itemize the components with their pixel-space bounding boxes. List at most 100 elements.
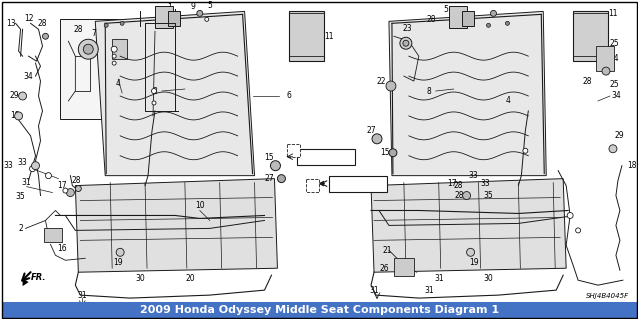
Text: 2009 Honda Odyssey Middle Seat Components Diagram 1: 2009 Honda Odyssey Middle Seat Component… (140, 305, 499, 315)
Text: B-40-46: B-40-46 (307, 152, 346, 161)
Bar (394, 258, 414, 276)
Circle shape (120, 21, 124, 25)
Text: 25: 25 (609, 79, 619, 89)
Text: 22: 22 (376, 77, 386, 85)
Text: 34: 34 (24, 71, 33, 81)
Text: 33: 33 (18, 158, 28, 167)
Polygon shape (76, 179, 278, 272)
Text: 23: 23 (402, 24, 412, 33)
Circle shape (523, 148, 528, 153)
Text: 30: 30 (484, 274, 493, 283)
Text: 28: 28 (74, 25, 83, 34)
Circle shape (42, 33, 49, 39)
Text: 34: 34 (611, 92, 621, 100)
Circle shape (486, 23, 490, 27)
Text: 26: 26 (379, 264, 388, 273)
Bar (287, 144, 300, 157)
Text: 35: 35 (484, 191, 493, 200)
Text: 18: 18 (627, 161, 636, 170)
Text: 13: 13 (6, 19, 15, 28)
Circle shape (78, 39, 99, 59)
Text: 15: 15 (380, 148, 390, 157)
Text: 11: 11 (608, 9, 618, 18)
Text: 20: 20 (185, 274, 195, 283)
Circle shape (112, 54, 116, 58)
Circle shape (403, 40, 409, 46)
Text: 2: 2 (18, 224, 23, 233)
Circle shape (15, 112, 22, 120)
Circle shape (152, 101, 156, 105)
Circle shape (400, 37, 412, 49)
Polygon shape (389, 11, 547, 176)
Text: 8: 8 (152, 86, 157, 95)
Text: 5: 5 (207, 1, 212, 10)
Circle shape (29, 166, 36, 172)
Bar (112, 39, 127, 59)
Circle shape (372, 134, 382, 144)
Circle shape (463, 192, 470, 199)
Text: 28: 28 (455, 191, 465, 200)
Text: 11: 11 (324, 32, 333, 41)
Bar (449, 6, 467, 28)
Text: 17: 17 (447, 179, 456, 188)
Text: 4: 4 (116, 78, 120, 87)
Text: 1: 1 (168, 3, 172, 12)
Bar (45, 228, 63, 242)
Bar (168, 11, 180, 26)
Bar (573, 11, 608, 61)
Polygon shape (22, 278, 29, 286)
Text: 16: 16 (58, 244, 67, 253)
Text: 14: 14 (609, 54, 619, 63)
Text: 28: 28 (72, 176, 81, 185)
Text: 29: 29 (10, 92, 19, 100)
Bar (289, 11, 324, 61)
Text: 12: 12 (24, 14, 33, 23)
Circle shape (271, 161, 280, 171)
Bar (298, 149, 355, 165)
Text: 19: 19 (468, 258, 478, 267)
Text: 10: 10 (195, 201, 205, 210)
Text: 31: 31 (434, 274, 444, 283)
Text: 21: 21 (382, 246, 392, 255)
Text: 19: 19 (113, 258, 123, 267)
Text: 25: 25 (609, 39, 619, 48)
Bar (2, 302, 637, 318)
Text: 33: 33 (481, 179, 490, 188)
Text: 5: 5 (444, 5, 448, 14)
Polygon shape (371, 179, 566, 272)
Text: 27: 27 (265, 174, 275, 183)
Text: 18: 18 (10, 111, 19, 120)
Text: 35: 35 (16, 192, 26, 201)
Circle shape (76, 186, 81, 192)
Circle shape (602, 67, 610, 75)
Text: SHJ4B4045F: SHJ4B4045F (586, 293, 629, 299)
Text: 31: 31 (77, 291, 87, 300)
Circle shape (467, 248, 475, 256)
Circle shape (490, 11, 497, 16)
Text: 31: 31 (424, 286, 433, 295)
Bar (155, 6, 173, 28)
Circle shape (67, 189, 74, 197)
Circle shape (575, 228, 580, 233)
Text: 33: 33 (468, 171, 479, 180)
Circle shape (278, 174, 285, 182)
Circle shape (386, 81, 396, 91)
Text: 33: 33 (4, 161, 13, 170)
Text: 31: 31 (22, 178, 31, 187)
Circle shape (609, 145, 617, 153)
Text: 8: 8 (426, 86, 431, 95)
Polygon shape (95, 11, 255, 176)
Circle shape (45, 173, 51, 179)
Circle shape (389, 149, 397, 157)
Circle shape (31, 162, 40, 170)
Bar (596, 46, 614, 71)
Circle shape (205, 17, 209, 21)
Bar (329, 176, 387, 192)
Text: 31: 31 (369, 286, 379, 295)
Circle shape (104, 23, 108, 27)
Text: 29: 29 (614, 131, 624, 140)
Text: 27: 27 (366, 126, 376, 135)
Bar (60, 19, 185, 119)
Bar (307, 179, 319, 192)
Circle shape (567, 212, 573, 219)
